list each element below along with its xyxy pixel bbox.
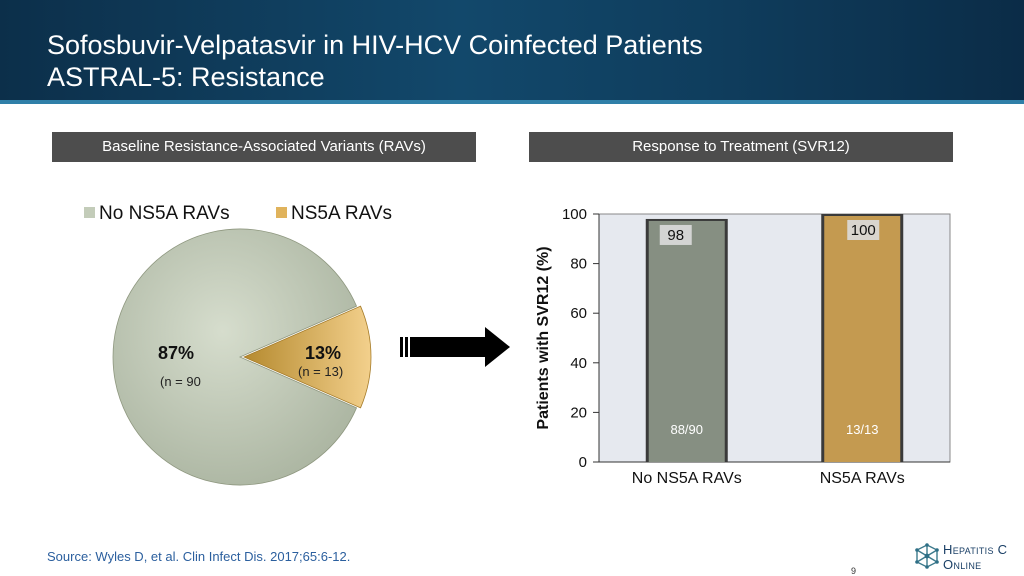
slide-subtitle: ASTRAL-5: Resistance bbox=[47, 62, 325, 92]
legend-swatch bbox=[84, 207, 95, 218]
y-tick-label: 20 bbox=[570, 404, 587, 421]
pie-n-label-ns5a: (n = 13) bbox=[298, 364, 343, 379]
bar-inner-label: 13/13 bbox=[846, 422, 879, 437]
y-tick-label: 80 bbox=[570, 256, 587, 273]
bar bbox=[824, 216, 901, 462]
bar bbox=[648, 220, 725, 462]
page-number: 9 bbox=[851, 566, 857, 576]
right-panel-header: Response to Treatment (SVR12) bbox=[529, 132, 953, 162]
pie-n-label-no-ns5a: (n = 90 bbox=[160, 374, 201, 389]
slide-title: Sofosbuvir-Velpatasvir in HIV-HCV Coinfe… bbox=[47, 30, 703, 60]
source-citation: Source: Wyles D, et al. Clin Infect Dis.… bbox=[47, 549, 351, 564]
pie-slice-no-ns5a bbox=[112, 228, 358, 486]
left-panel-header: Baseline Resistance-Associated Variants … bbox=[52, 132, 476, 162]
bar-value-label-bg bbox=[659, 224, 692, 245]
network-logo-icon bbox=[915, 543, 939, 569]
y-tick-label: 0 bbox=[579, 454, 587, 471]
bar-value-label: 98 bbox=[667, 227, 684, 244]
pie-pct-label-ns5a: 13% bbox=[305, 343, 341, 363]
legend-item-no-ns5a: No NS5A RAVs bbox=[84, 203, 230, 225]
logo-line2: Online bbox=[943, 557, 982, 572]
y-tick-label: 60 bbox=[570, 305, 587, 322]
bar-value-label-bg bbox=[847, 220, 880, 240]
pie-slice-ns5a bbox=[242, 305, 372, 409]
y-tick-label: 40 bbox=[570, 355, 587, 372]
hepatitis-c-online-logo: Hepatitis C Online bbox=[913, 542, 1019, 572]
x-tick-label: NS5A RAVs bbox=[820, 470, 905, 487]
legend-label: No NS5A RAVs bbox=[99, 203, 230, 224]
y-tick-label: 100 bbox=[562, 206, 587, 223]
title-banner bbox=[0, 0, 1024, 104]
x-tick-label: No NS5A RAVs bbox=[632, 470, 742, 487]
bar-value-label: 100 bbox=[851, 222, 876, 239]
pie-pct-label-no-ns5a: 87% bbox=[158, 343, 194, 363]
legend-swatch bbox=[276, 207, 287, 218]
legend-item-ns5a: NS5A RAVs bbox=[276, 203, 392, 225]
logo-line1: Hepatitis C bbox=[943, 542, 1008, 557]
legend-label: NS5A RAVs bbox=[291, 203, 393, 224]
y-axis-label: Patients with SVR12 (%) bbox=[535, 246, 552, 429]
bar-inner-label: 88/90 bbox=[670, 422, 703, 437]
